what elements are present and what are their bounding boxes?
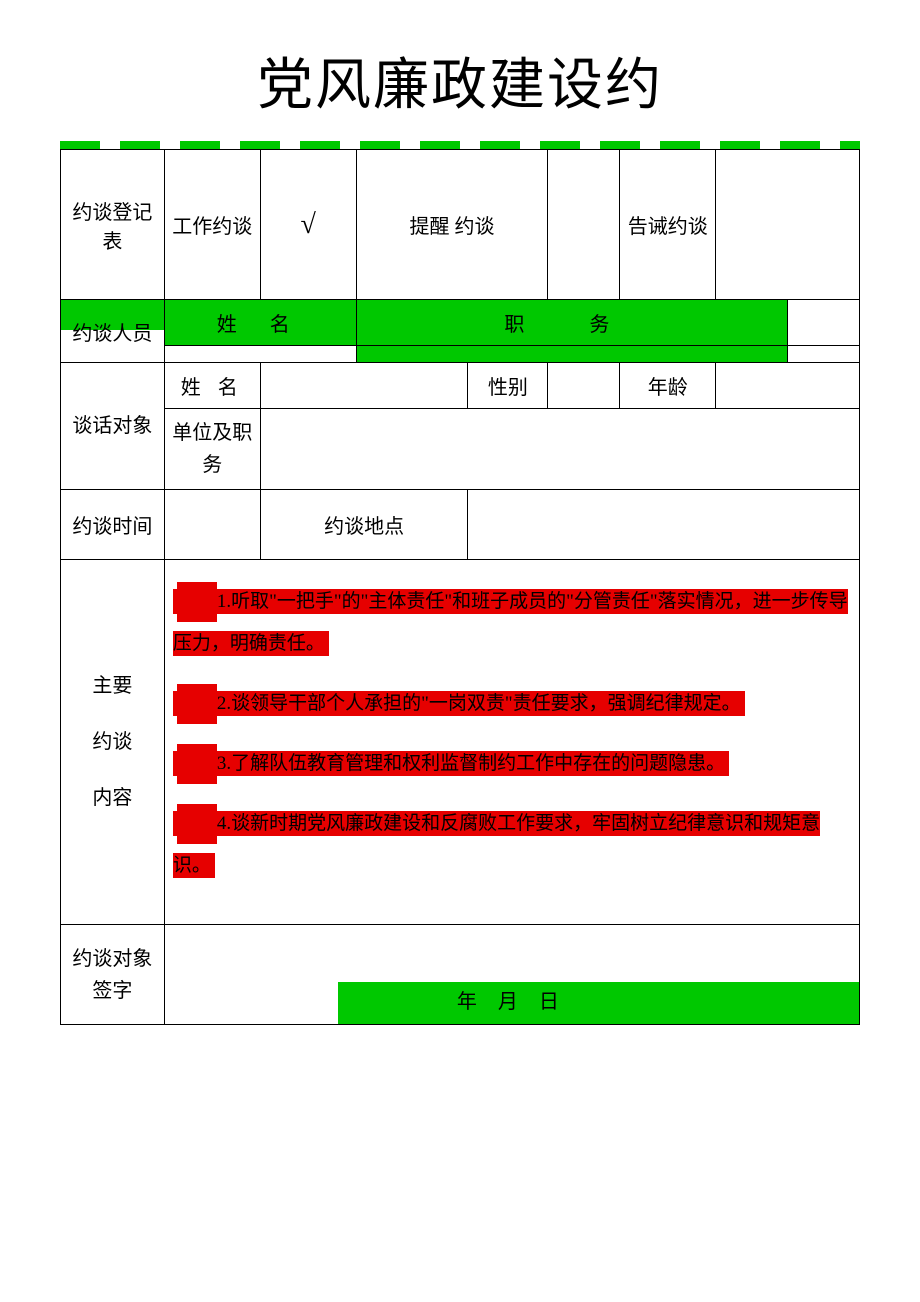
signature-area: 年 月 日 [164,925,859,1025]
check-mark: √ [260,150,356,300]
personnel-label: 约谈人员 [61,300,165,363]
job-header: 职 务 [356,300,787,346]
green-bottom-bar [338,982,859,1024]
gender-value [548,363,620,409]
subject-name-value [260,363,468,409]
work-talk-label: 工作约谈 [164,150,260,300]
form-table: 约谈登记表 工作约谈 √ 提醒 约谈 告诫约谈 约谈人员 姓 名 职 务 谈话对… [60,149,860,1025]
content-item-4: 4.谈新时期党风廉政建设和反腐败工作要求，牢固树立纪律意识和规矩意识。 [173,802,851,886]
table-row-time-place: 约谈时间 约谈地点 [61,490,860,560]
warn-talk-label: 告诫约谈 [620,150,716,300]
content-item-1: 1.听取"一把手"的"主体责任"和班子成员的"分管责任"落实情况，进一步传导压力… [173,580,851,664]
personnel-tail [788,300,860,346]
age-value [716,363,860,409]
register-label: 约谈登记表 [61,150,165,300]
dashed-divider [60,141,860,149]
gender-label: 性别 [468,363,548,409]
warn-empty [716,150,860,300]
table-row-subject-2: 单位及职务 [61,409,860,490]
place-value [468,490,860,560]
unit-value [260,409,859,490]
table-row-personnel-value [61,346,860,363]
subject-name-label: 姓 名 [164,363,260,409]
time-value [164,490,260,560]
name-header: 姓 名 [164,300,356,346]
table-row-register: 约谈登记表 工作约谈 √ 提醒 约谈 告诫约谈 [61,150,860,300]
age-label: 年龄 [620,363,716,409]
time-label: 约谈时间 [61,490,165,560]
signature-label: 约谈对象签字 [61,925,165,1025]
remind-talk-label: 提醒 约谈 [356,150,548,300]
table-row-subject-1: 谈话对象 姓 名 性别 年龄 [61,363,860,409]
name-value [164,346,356,363]
document-title: 党风廉政建设约 [60,40,860,121]
table-row-personnel-header: 约谈人员 姓 名 职 务 [61,300,860,346]
job-value [356,346,787,363]
table-row-content: 主要 约谈 内容 1.听取"一把手"的"主体责任"和班子成员的"分管责任"落实情… [61,560,860,925]
date-placeholder: 年 月 日 [457,991,567,1013]
content-item-3: 3.了解队伍教育管理和权利监督制约工作中存在的问题隐患。 [173,742,851,784]
personnel-tail2 [788,346,860,363]
content-label: 主要 约谈 内容 [61,560,165,925]
content-item-2: 2.谈领导干部个人承担的"一岗双责"责任要求，强调纪律规定。 [173,682,851,724]
subject-label: 谈话对象 [61,363,165,490]
place-label: 约谈地点 [260,490,468,560]
content-body: 1.听取"一把手"的"主体责任"和班子成员的"分管责任"落实情况，进一步传导压力… [164,560,859,925]
unit-label: 单位及职务 [164,409,260,490]
remind-empty [548,150,620,300]
table-row-signature: 约谈对象签字 年 月 日 [61,925,860,1025]
